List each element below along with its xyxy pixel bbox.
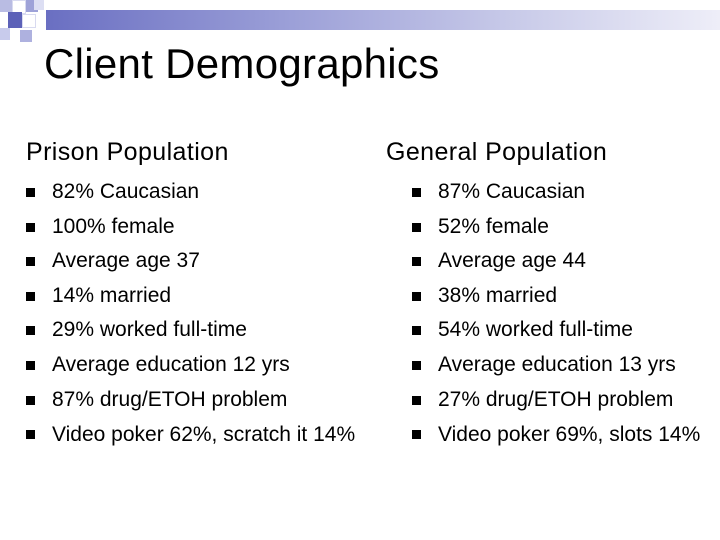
slide-title: Client Demographics bbox=[44, 40, 440, 87]
square-bullet-icon bbox=[26, 430, 35, 440]
list-item-text: Average age 44 bbox=[438, 249, 586, 273]
list-item-text: 87% Caucasian bbox=[438, 180, 586, 203]
header-decoration bbox=[0, 0, 720, 48]
prison-population-column: Prison Population 82% Caucasian 100% fem… bbox=[26, 138, 366, 449]
list-item-text: Average age 37 bbox=[52, 249, 200, 273]
list-item: 54% worked full-time bbox=[386, 313, 720, 348]
square-bullet-icon bbox=[26, 395, 35, 405]
square-bullet-icon bbox=[26, 188, 35, 197]
list-item: Average education 12 yrs bbox=[26, 348, 366, 383]
square-bullet-icon bbox=[26, 360, 35, 370]
general-population-column: General Population 87% Caucasian 52% fem… bbox=[386, 138, 720, 449]
deco-square bbox=[22, 14, 36, 28]
list-item-text: 82% Caucasian bbox=[52, 180, 200, 203]
list-item-text: 87% drug/ETOH problem bbox=[52, 387, 288, 411]
list-item: 27% drug/ETOH problem bbox=[386, 383, 720, 418]
square-bullet-icon bbox=[412, 188, 421, 197]
square-bullet-icon bbox=[412, 360, 421, 370]
list-item-text: Video poker 69%, slots 14% bbox=[438, 423, 701, 447]
list-item-text: 29% worked full-time bbox=[52, 318, 247, 342]
square-bullet-icon bbox=[412, 395, 421, 405]
square-bullet-icon bbox=[412, 326, 421, 336]
list-item: 38% married bbox=[386, 279, 720, 314]
deco-square bbox=[0, 0, 12, 12]
square-bullet-icon bbox=[412, 430, 421, 440]
list-item: Video poker 62%, scratch it 14% bbox=[26, 417, 366, 449]
list-item-text: 27% drug/ETOH problem bbox=[438, 387, 674, 411]
list-item: 100% female bbox=[26, 210, 366, 245]
square-bullet-icon bbox=[26, 257, 35, 267]
list-item: Video poker 69%, slots 14% bbox=[386, 417, 720, 449]
square-bullet-icon bbox=[26, 222, 35, 232]
square-bullet-icon bbox=[26, 291, 35, 301]
list-item-text: Average education 12 yrs bbox=[52, 352, 290, 376]
list-item: Average education 13 yrs bbox=[386, 348, 720, 383]
general-population-heading: General Population bbox=[386, 138, 608, 166]
list-item-text: 14% married bbox=[52, 283, 172, 307]
list-item: 52% female bbox=[386, 210, 720, 245]
list-item: 29% worked full-time bbox=[26, 313, 366, 348]
list-item-text: 54% worked full-time bbox=[438, 318, 633, 342]
square-bullet-icon bbox=[412, 222, 421, 232]
list-item: Average age 37 bbox=[26, 244, 366, 279]
header-gradient-bar bbox=[46, 10, 720, 30]
square-bullet-icon bbox=[26, 326, 35, 336]
square-bullet-icon bbox=[412, 291, 421, 301]
square-bullet-icon bbox=[412, 257, 421, 267]
list-item-text: 38% married bbox=[438, 283, 558, 307]
list-item-text: 100% female bbox=[52, 214, 175, 238]
prison-population-list: 82% Caucasian 100% female Average age 37… bbox=[26, 175, 366, 449]
list-item: Average age 44 bbox=[386, 244, 720, 279]
deco-square bbox=[20, 30, 32, 42]
list-item-text: 52% female bbox=[438, 214, 549, 238]
deco-square bbox=[8, 12, 22, 28]
list-item-text: Video poker 62%, scratch it 14% bbox=[52, 423, 356, 447]
list-item: 14% married bbox=[26, 279, 366, 314]
deco-square bbox=[34, 0, 44, 10]
deco-square bbox=[0, 28, 10, 40]
list-item: 87% Caucasian bbox=[386, 175, 720, 210]
list-item-text: Average education 13 yrs bbox=[438, 352, 676, 376]
list-item: 87% drug/ETOH problem bbox=[26, 383, 366, 418]
prison-population-heading: Prison Population bbox=[26, 138, 229, 166]
general-population-list: 87% Caucasian 52% female Average age 44 … bbox=[386, 175, 720, 449]
list-item: 82% Caucasian bbox=[26, 175, 366, 210]
